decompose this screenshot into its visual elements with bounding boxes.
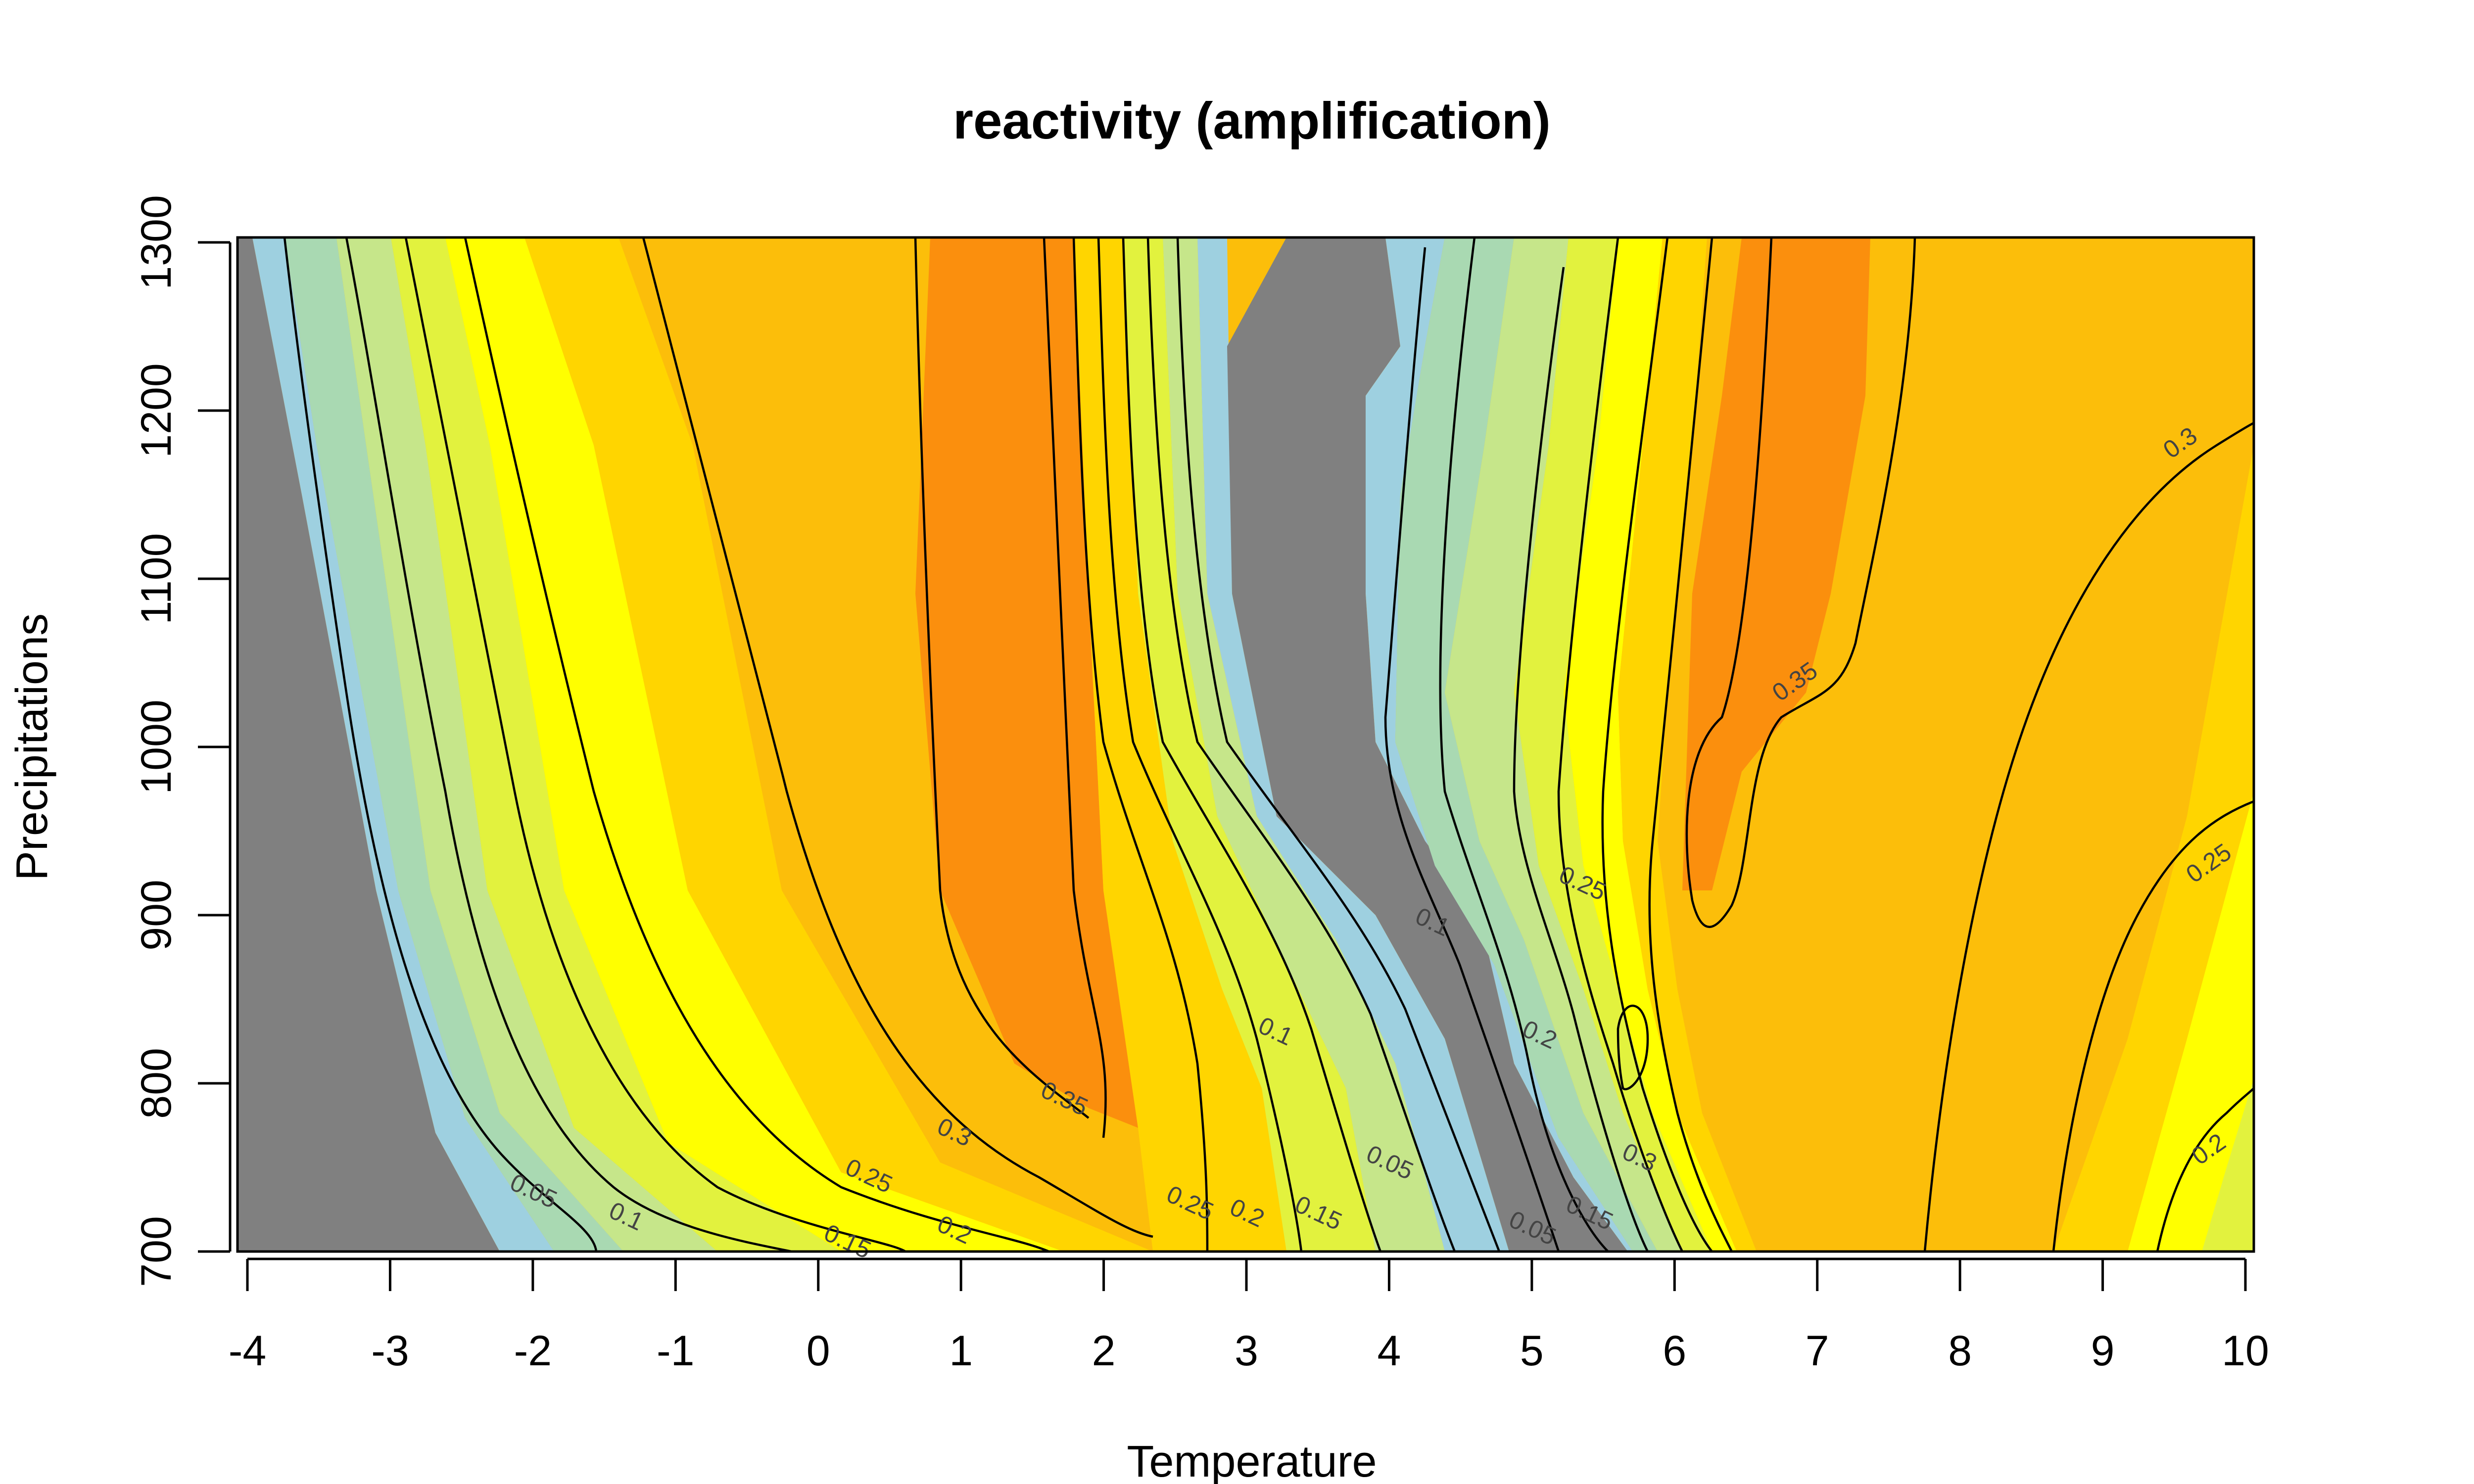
x-tick-label: 6 xyxy=(1663,1327,1686,1375)
x-tick-label: 9 xyxy=(2091,1327,2115,1375)
x-tick-label: 2 xyxy=(1092,1327,1116,1375)
contour-line xyxy=(1122,237,1382,1252)
contour-line xyxy=(1439,237,1609,1252)
band-0-05 xyxy=(252,237,554,1252)
y-axis: 700 800 900 1000 1100 1200 1300 xyxy=(133,195,232,1287)
x-tick-label: -2 xyxy=(514,1327,552,1375)
band-zero xyxy=(238,237,500,1252)
x-tick-label: 5 xyxy=(1520,1327,1544,1375)
contour-line xyxy=(1072,237,1209,1252)
y-tick-label: 1300 xyxy=(133,195,180,289)
contour-line xyxy=(1513,267,1649,1252)
chart-title: reactivity (amplification) xyxy=(953,92,1551,150)
contour-line xyxy=(914,237,1090,1119)
x-tick-label: 3 xyxy=(1235,1327,1258,1375)
band-0-2-0-25 xyxy=(445,237,1064,1252)
contour-line xyxy=(1648,237,1733,1252)
contour-line xyxy=(345,237,792,1252)
contour-line xyxy=(1923,421,2254,1252)
band-right-yellow xyxy=(1564,237,1737,1252)
y-tick-label: 800 xyxy=(133,1048,180,1119)
contour-line xyxy=(1384,247,1560,1252)
y-axis-label: Precipitations xyxy=(7,613,57,881)
contour-line xyxy=(1601,237,1713,1252)
contour-line xyxy=(2052,800,2254,1252)
contour-line xyxy=(1043,237,1107,1138)
x-tick-label: 1 xyxy=(949,1327,973,1375)
contour-line xyxy=(1685,237,1916,928)
band-0-1-0-15 xyxy=(336,237,717,1252)
band-0-15-0-2 xyxy=(391,237,841,1252)
band-right-lightgreen xyxy=(1445,237,1682,1252)
x-tick-label: 0 xyxy=(807,1327,830,1375)
band-0-25-0-3 xyxy=(524,237,1153,1252)
contour-line xyxy=(2156,1087,2254,1252)
x-axis-label: Temperature xyxy=(1127,1437,1377,1484)
x-axis: -4 -3 -2 -1 0 1 2 3 4 5 6 7 8 9 10 xyxy=(229,1257,2269,1375)
contour-line xyxy=(1097,237,1303,1252)
y-tick-label: 900 xyxy=(133,880,180,951)
x-tick-label: -3 xyxy=(371,1327,409,1375)
x-tick-label: 10 xyxy=(2222,1327,2269,1375)
band-mid-yellow xyxy=(1074,237,1286,1252)
band-lower-right-lime xyxy=(2202,1078,2254,1252)
x-tick-label: -4 xyxy=(229,1327,266,1375)
contour-lines xyxy=(283,237,2254,1252)
contour-line xyxy=(642,237,1153,1238)
band-mid-green xyxy=(1163,237,1445,1252)
contour-line xyxy=(404,237,906,1252)
y-tick-label: 1100 xyxy=(133,533,180,625)
band-0-05-0-1 xyxy=(285,237,623,1252)
contour-line xyxy=(464,237,1049,1252)
plot-frame xyxy=(236,236,2255,1253)
heatmap-area xyxy=(238,237,2254,1252)
y-tick-label: 1200 xyxy=(133,363,180,458)
contour-line xyxy=(1557,237,1684,1252)
contour-line xyxy=(1146,237,1456,1252)
band-lower-right-yellow xyxy=(2128,791,2254,1252)
x-tick-label: -1 xyxy=(657,1327,694,1375)
contour-line xyxy=(1617,1005,1649,1090)
band-right-gold xyxy=(1618,237,1757,1252)
x-tick-label: 8 xyxy=(1948,1327,1972,1375)
band-center-gray xyxy=(1227,237,1628,1252)
x-tick-label: 4 xyxy=(1378,1327,1401,1375)
band-right-lime xyxy=(1514,237,1712,1252)
y-tick-label: 700 xyxy=(133,1216,180,1287)
band-high-right xyxy=(1682,237,1870,890)
x-tick-label: 7 xyxy=(1806,1327,1829,1375)
band-mid-light xyxy=(1123,237,1376,1252)
contour-line xyxy=(283,237,598,1252)
band-right-green xyxy=(1395,237,1658,1252)
y-tick-label: 1000 xyxy=(133,699,180,794)
contour-line xyxy=(1176,237,1501,1252)
band-mid-cyan xyxy=(1197,237,1509,1252)
